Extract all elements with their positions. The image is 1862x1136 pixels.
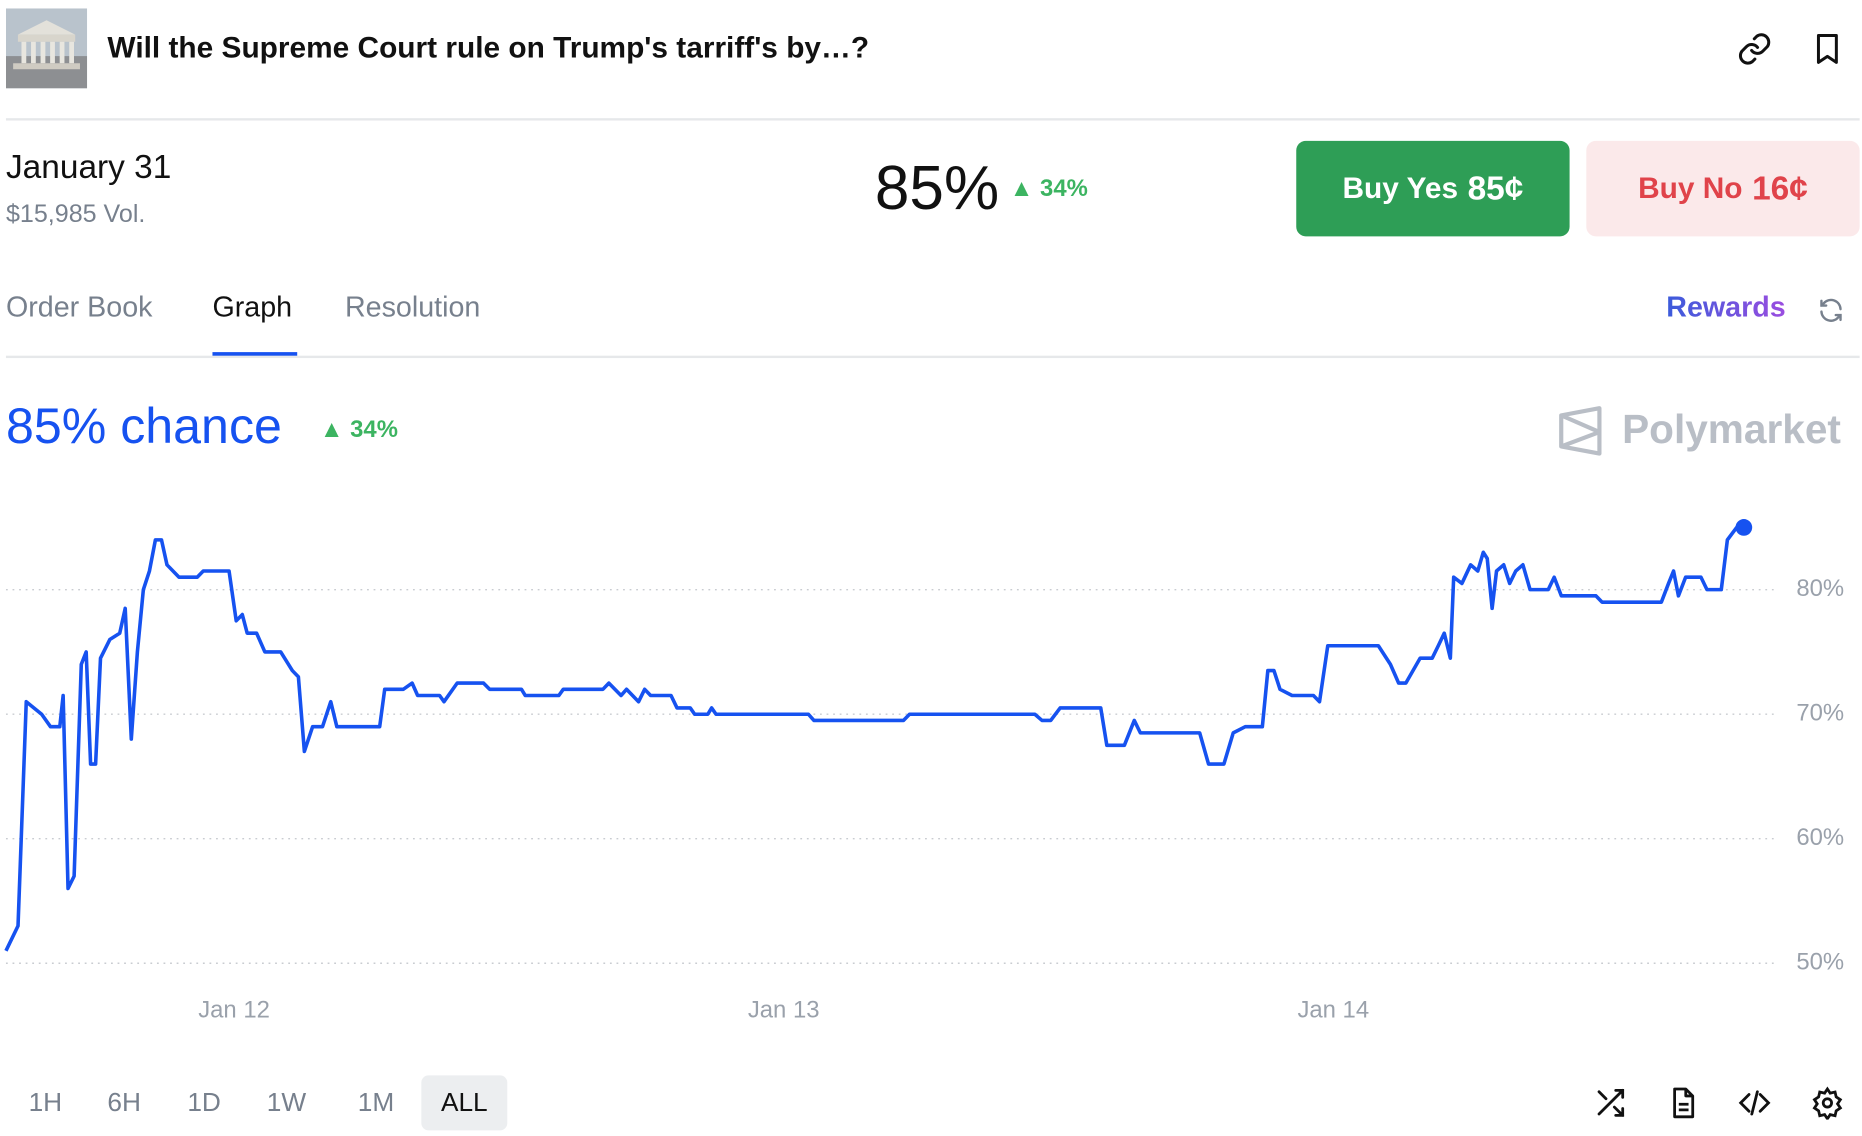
y-tick-label: 70%	[1796, 700, 1844, 727]
y-tick-label: 60%	[1796, 824, 1844, 851]
latest-point	[1735, 519, 1753, 536]
outcome-date: January 31	[5, 148, 172, 186]
divider	[5, 355, 1860, 359]
refresh-button[interactable]	[1817, 296, 1846, 325]
tab-active[interactable]: Graph	[212, 291, 293, 324]
bookmark-button[interactable]	[1809, 31, 1845, 67]
brand-logo	[1559, 406, 1602, 456]
buy-no-price: 16¢	[1752, 169, 1808, 207]
buy-no-label: Buy No	[1638, 171, 1743, 205]
shuffle-button[interactable]	[1593, 1086, 1626, 1119]
rewards-link[interactable]: Rewards	[1666, 291, 1786, 324]
document-button[interactable]	[1666, 1086, 1699, 1119]
price-change: ▲ 34%	[1009, 175, 1088, 202]
buy-yes-label: Buy Yes	[1342, 171, 1459, 205]
brand-name: Polymarket	[1622, 407, 1841, 453]
buy-yes-button[interactable]: Buy Yes 85¢	[1296, 140, 1570, 237]
tab[interactable]: Order Book	[5, 291, 153, 324]
chart-change-value: 34%	[350, 416, 398, 443]
price-change-value: 34%	[1040, 175, 1088, 202]
tab-underline	[212, 352, 298, 357]
y-tick-label: 50%	[1796, 949, 1844, 976]
x-tick-label: Jan 13	[748, 996, 820, 1023]
buy-no-button[interactable]: Buy No 16¢	[1586, 140, 1860, 237]
settings-button[interactable]	[1811, 1086, 1844, 1120]
volume: $15,985 Vol.	[5, 200, 146, 228]
tab[interactable]: Resolution	[344, 291, 481, 324]
copy-link-button[interactable]	[1737, 31, 1773, 67]
time-range-button[interactable]: 1W	[266, 1087, 307, 1118]
chart-change: ▲ 34%	[319, 416, 398, 443]
divider	[5, 118, 1860, 121]
embed-button[interactable]	[1738, 1086, 1771, 1119]
price-chart: 50% 60% 70% 80% Jan 12 Jan 13 Jan 14	[4, 519, 1844, 1023]
current-price: 85%	[874, 153, 1000, 224]
x-tick-label: Jan 12	[198, 996, 270, 1023]
buy-yes-price: 85¢	[1467, 169, 1524, 207]
time-range-button[interactable]: 1H	[28, 1087, 63, 1118]
time-range-button[interactable]: 6H	[107, 1087, 141, 1118]
time-range-button[interactable]: 1D	[187, 1087, 221, 1118]
market-thumbnail	[5, 8, 88, 89]
price-line	[4, 525, 1744, 952]
x-tick-label: Jan 14	[1297, 996, 1369, 1023]
market-title: Will the Supreme Court rule on Trump's t…	[107, 31, 870, 65]
time-range-button[interactable]: 1M	[357, 1087, 395, 1118]
chart-title: 85% chance	[5, 397, 282, 454]
time-range-button[interactable]: ALL	[421, 1075, 508, 1131]
y-tick-label: 80%	[1796, 575, 1844, 602]
